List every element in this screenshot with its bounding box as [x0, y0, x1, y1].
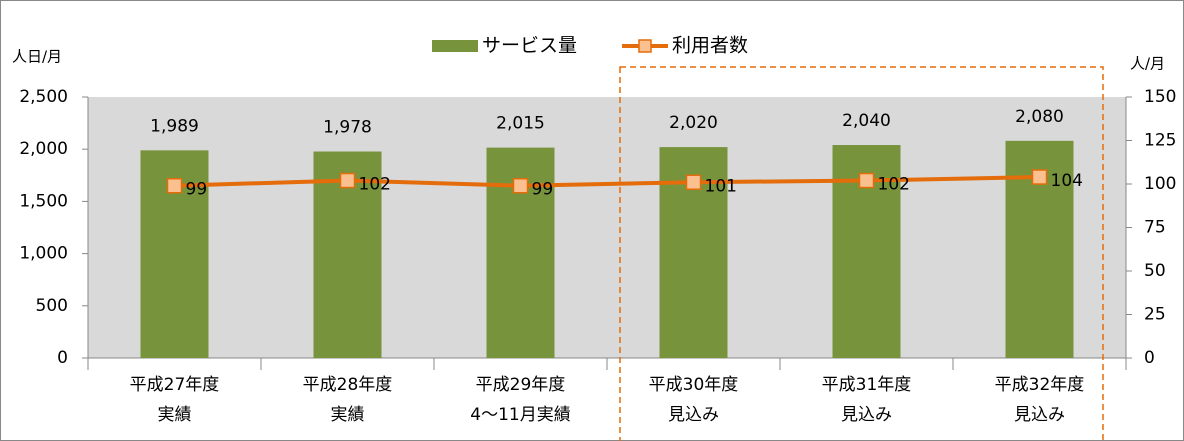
line-value-label: 99	[186, 180, 208, 200]
line-marker	[685, 174, 702, 191]
x-tick-label: 実績	[331, 405, 365, 425]
line-marker	[858, 172, 875, 189]
y-tick-label: 500	[36, 296, 68, 316]
x-tick-label: 平成27年度	[130, 375, 220, 395]
x-tick-label: 平成28年度	[303, 375, 393, 395]
y2-tick-label: 25	[1144, 305, 1166, 325]
line	[174, 175, 1040, 188]
line-value-label: 102	[359, 175, 391, 195]
y2-tick-label: 75	[1144, 218, 1166, 238]
x-tick-label: 平成29年度	[476, 375, 566, 395]
legend-label: 利用者数	[672, 35, 748, 57]
x-tick-label: 見込み	[668, 405, 719, 425]
bar-value-label: 1,978	[323, 117, 372, 137]
bar-value-label: 2,080	[1015, 107, 1064, 127]
x-tick-label: 平成32年度	[995, 375, 1085, 395]
y2-tick-label: 50	[1144, 261, 1166, 281]
line-marker	[1031, 169, 1048, 185]
y-tick-label: 2,000	[19, 139, 68, 159]
x-tick-label: 4〜11月実績	[470, 405, 570, 425]
bar-value-label: 1,989	[150, 116, 199, 136]
y-tick-label: 0	[57, 348, 68, 368]
highlight-box	[619, 66, 1104, 441]
x-tick-label: 平成31年度	[822, 375, 912, 395]
y2-tick-label: 100	[1144, 174, 1176, 194]
y-tick-label: 1,500	[19, 191, 68, 211]
line-value-label: 99	[532, 180, 554, 200]
bar-value-label: 2,020	[669, 113, 718, 133]
y2-tick-label: 150	[1144, 87, 1176, 107]
x-tick-label: 見込み	[1014, 405, 1065, 425]
x-tick-label: 見込み	[841, 405, 892, 425]
y-tick-label: 1,000	[19, 244, 68, 264]
y-tick-label: 2,500	[19, 87, 68, 107]
y2-tick-label: 0	[1144, 348, 1155, 368]
y2-axis-label: 人/月	[1130, 55, 1165, 73]
legend-marker	[638, 39, 652, 53]
line-marker	[512, 177, 529, 194]
line-value-label: 104	[1051, 171, 1083, 191]
y2-tick-label: 125	[1144, 131, 1176, 151]
legend-label: サービス量	[482, 35, 577, 57]
y-axis-label: 人日/月	[12, 48, 62, 66]
legend-swatch	[432, 40, 478, 52]
line-marker	[166, 177, 183, 194]
x-tick-label: 実績	[158, 405, 192, 425]
line-value-label: 102	[878, 175, 910, 195]
line-value-label: 101	[705, 176, 737, 196]
bar-value-label: 2,015	[496, 114, 545, 134]
plot-background	[88, 97, 1126, 358]
line-marker	[339, 172, 356, 189]
bar-value-label: 2,040	[842, 111, 891, 131]
x-tick-label: 平成30年度	[649, 375, 739, 395]
